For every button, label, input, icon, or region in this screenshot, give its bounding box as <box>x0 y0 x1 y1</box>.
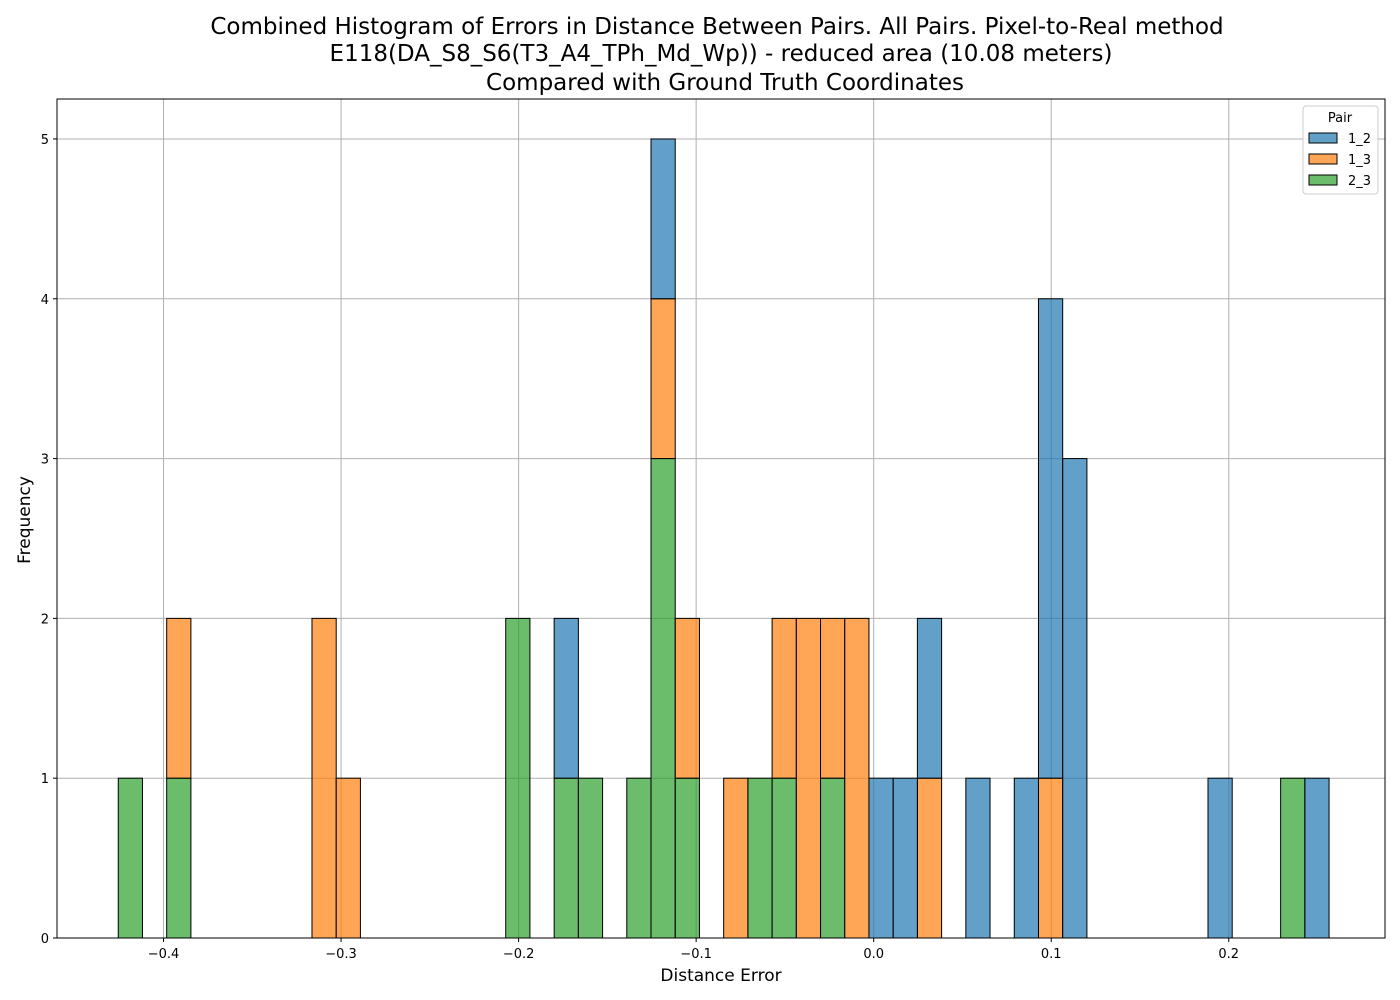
x-tick-label: 0.2 <box>1218 947 1239 962</box>
bar-2_3 <box>117 777 143 939</box>
axis-ticks: −0.4 −0.3 −0.2 −0.1 0.0 0.1 0.2 0 1 2 3 4 5 <box>41 133 1239 962</box>
legend-title: Pair <box>1328 111 1353 126</box>
x-tick-label: −0.2 <box>503 947 535 962</box>
bar-2_3 <box>577 777 604 939</box>
bar-2_3 <box>650 458 676 939</box>
bar-2_3 <box>820 777 846 939</box>
bar-1_2 <box>1013 777 1039 939</box>
bar-1_2 <box>965 777 991 939</box>
bar-1_2 <box>1037 298 1064 779</box>
legend: Pair 1_2 1_3 2_3 <box>1302 105 1379 195</box>
bar-1_3 <box>820 617 846 779</box>
bar-1_3 <box>674 617 700 779</box>
x-tick-label: −0.4 <box>148 947 180 962</box>
bar-1_3 <box>795 617 822 939</box>
bar-2_3 <box>771 777 797 939</box>
bar-2_3 <box>505 617 531 939</box>
legend-swatch-1_3 <box>1308 153 1338 165</box>
legend-swatch-2_3 <box>1308 174 1338 186</box>
x-tick-label: 0.1 <box>1041 947 1062 962</box>
y-tick-label: 4 <box>41 293 49 308</box>
x-tick-label: −0.3 <box>325 947 357 962</box>
y-tick-label: 2 <box>41 612 49 627</box>
bar-2_3 <box>626 777 652 939</box>
bar-1_3 <box>723 777 749 939</box>
bar-1_2 <box>1304 777 1330 939</box>
bar-2_3 <box>166 777 192 939</box>
bar-1_2 <box>892 777 918 939</box>
bar-2_3 <box>747 777 773 939</box>
bar-1_3 <box>1037 777 1064 939</box>
chart-title-line-1: Combined Histogram of Errors in Distance… <box>210 14 1223 40</box>
legend-label-2_3: 2_3 <box>1348 174 1371 189</box>
chart-title-line-2: E118(DA_S8_S6(T3_A4_TPh_Md_Wp)) - reduce… <box>330 41 1113 67</box>
bar-2_3 <box>674 777 700 939</box>
legend-entries: 1_2 1_3 2_3 <box>1308 132 1371 189</box>
legend-frame <box>1302 105 1379 195</box>
bars <box>117 138 1330 939</box>
x-tick-label: 0.0 <box>863 947 884 962</box>
bar-1_3 <box>844 617 870 939</box>
legend-swatch-1_2 <box>1308 132 1338 144</box>
y-tick-label: 5 <box>41 133 49 148</box>
y-tick-label: 3 <box>41 453 49 468</box>
bar-1_2 <box>553 617 579 779</box>
chart-title-line-3: Compared with Ground Truth Coordinates <box>486 70 964 96</box>
bar-1_2 <box>650 138 676 300</box>
x-axis-label: Distance Error <box>660 966 781 986</box>
bar-1_2 <box>1207 777 1233 939</box>
bar-1_3 <box>916 777 943 939</box>
plot-frame <box>56 98 1386 939</box>
bar-1_2 <box>916 617 943 779</box>
bar-1_3 <box>771 617 797 779</box>
x-tick-label: −0.1 <box>680 947 712 962</box>
y-axis-label: Frequency <box>15 476 35 564</box>
y-tick-label: 0 <box>41 932 49 947</box>
bar-1_3 <box>650 298 676 460</box>
legend-label-1_2: 1_2 <box>1348 132 1371 147</box>
grid <box>57 99 1385 939</box>
bar-1_3 <box>335 777 361 939</box>
bar-1_2 <box>1062 458 1088 939</box>
y-tick-label: 1 <box>41 772 49 787</box>
bar-2_3 <box>1280 777 1306 939</box>
chart-title: Combined Histogram of Errors in Distance… <box>210 14 1223 96</box>
bar-1_2 <box>868 777 894 939</box>
bar-1_3 <box>311 617 337 939</box>
bar-2_3 <box>553 777 579 939</box>
legend-label-1_3: 1_3 <box>1348 153 1371 168</box>
bar-1_3 <box>166 617 192 779</box>
